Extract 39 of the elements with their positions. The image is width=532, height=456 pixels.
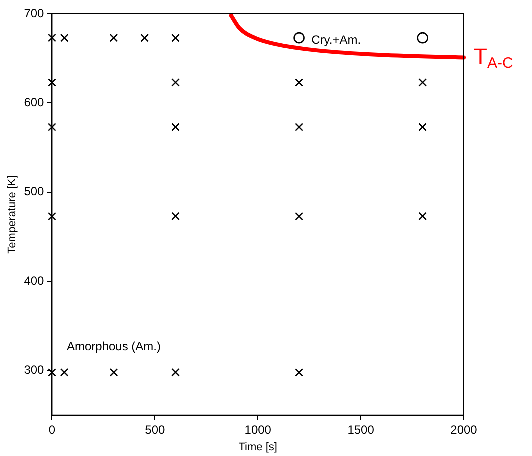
- point: [295, 212, 304, 221]
- point: [295, 123, 304, 132]
- x-tick-label: 0: [48, 422, 56, 437]
- point: [48, 368, 56, 377]
- point: [294, 32, 305, 44]
- x-tick-label: 500: [145, 422, 166, 437]
- point: [172, 212, 180, 221]
- point: [140, 34, 150, 42]
- annotation: Cry.+Am.: [312, 33, 362, 48]
- point: [110, 368, 118, 377]
- point: [418, 123, 428, 132]
- point: [48, 212, 56, 221]
- y-axis-title: Temperature [K]: [6, 176, 19, 254]
- point: [48, 34, 56, 42]
- point: [418, 78, 428, 87]
- point: [60, 368, 69, 377]
- point: [418, 212, 428, 221]
- x-tick-label: 2000: [450, 422, 478, 437]
- point: [48, 78, 56, 87]
- y-tick-label: 300: [24, 363, 45, 378]
- line-series: [229, 14, 466, 60]
- point: [172, 368, 180, 377]
- annotation: Amorphous (Am.): [66, 339, 162, 354]
- y-tick-label: 500: [24, 184, 45, 199]
- point: [60, 34, 69, 42]
- x-tick-label: 1500: [348, 422, 375, 437]
- y-tick-label: 400: [24, 274, 45, 288]
- y-tick-label: 700: [24, 6, 45, 20]
- point: [417, 32, 428, 44]
- point: [295, 78, 304, 87]
- point: [172, 123, 180, 132]
- point: [172, 34, 180, 42]
- point: [48, 123, 56, 132]
- x-axis-title: Time [s]: [238, 441, 278, 454]
- x-tick-label: 1000: [244, 422, 272, 437]
- point: [110, 34, 118, 42]
- point: [172, 78, 180, 87]
- point: [295, 368, 304, 377]
- y-tick-label: 600: [24, 96, 45, 110]
